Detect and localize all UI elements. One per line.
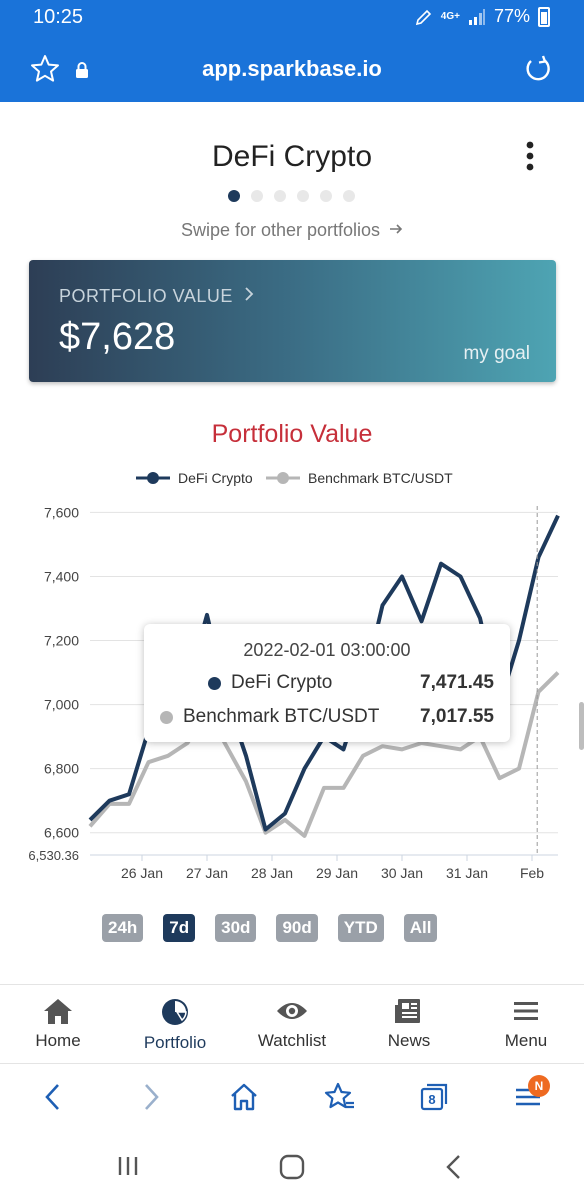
y-tick-label: 7,200 xyxy=(44,633,79,649)
x-tick-label: 26 Jan xyxy=(121,865,163,881)
tooltip-name-defi: DeFi Crypto xyxy=(231,672,333,693)
battery-icon xyxy=(538,6,550,27)
x-tick-label: 31 Jan xyxy=(446,865,488,881)
bottom-navigation: Home Portfolio Watchlist News Menu xyxy=(0,984,584,1064)
portfolio-value-label[interactable]: PORTFOLIO VALUE xyxy=(59,286,254,307)
chart-tooltip: 2022-02-01 03:00:00 DeFi Crypto 7,471.45… xyxy=(144,624,510,742)
legend-label[interactable]: Benchmark BTC/USDT xyxy=(308,470,453,486)
x-tick-label: 30 Jan xyxy=(381,865,423,881)
pager-dot[interactable] xyxy=(274,190,286,202)
tooltip-bullet-benchmark xyxy=(160,710,173,724)
portfolio-value: $7,628 xyxy=(59,316,176,358)
pie-chart-icon xyxy=(162,999,188,1025)
swipe-hint: Swipe for other portfolios xyxy=(0,220,584,241)
battery-percent: 77% xyxy=(493,6,530,26)
nav-news-label: News xyxy=(387,1031,431,1050)
arrow-right-icon xyxy=(390,224,403,234)
tabs-icon[interactable]: 8 xyxy=(418,1081,450,1113)
android-back-icon[interactable] xyxy=(444,1154,464,1180)
android-home-icon[interactable] xyxy=(279,1154,305,1180)
lock-icon xyxy=(76,62,88,78)
range-button-all[interactable]: All xyxy=(403,914,438,942)
tooltip-row-benchmark: Benchmark BTC/USDT 7,017.55 xyxy=(160,706,494,728)
nav-watchlist[interactable]: Watchlist xyxy=(234,997,350,1051)
tooltip-row-defi: DeFi Crypto 7,471.45 xyxy=(160,672,494,694)
legend-marker xyxy=(147,472,159,484)
y-tick-label-min: 6,530.36 xyxy=(28,848,79,863)
nav-menu-label: Menu xyxy=(504,1031,548,1050)
browser-top-bar: 10:25 4G+ 77% app.sparkbase.io xyxy=(0,0,584,102)
x-tick-label: 28 Jan xyxy=(251,865,293,881)
browser-home-icon[interactable] xyxy=(228,1081,260,1113)
chevron-right-icon xyxy=(245,287,254,301)
pen-icon xyxy=(415,9,431,25)
back-icon[interactable] xyxy=(38,1081,70,1113)
y-tick-label: 6,600 xyxy=(44,825,79,841)
range-button-ytd[interactable]: YTD xyxy=(337,914,384,942)
x-tick-label: 27 Jan xyxy=(186,865,228,881)
y-tick-label: 6,800 xyxy=(44,761,79,777)
nav-portfolio[interactable]: Portfolio xyxy=(117,997,233,1053)
url-bar[interactable]: app.sparkbase.io xyxy=(0,44,584,96)
legend-marker xyxy=(277,472,289,484)
x-tick-label: 29 Jan xyxy=(316,865,358,881)
browser-toolbar: 8 xyxy=(0,1065,584,1131)
tooltip-bullet-defi xyxy=(208,676,221,690)
nav-home-label: Home xyxy=(35,1031,81,1050)
chart-title: Portfolio Value xyxy=(211,420,373,448)
notification-badge: N xyxy=(528,1075,550,1097)
tooltip-value-defi: 7,471.45 xyxy=(420,672,494,693)
nav-menu[interactable]: Menu xyxy=(468,997,584,1051)
signal-icon xyxy=(468,8,485,25)
x-tick-label: Feb xyxy=(520,865,544,881)
nav-watchlist-label: Watchlist xyxy=(257,1031,327,1050)
nav-home[interactable]: Home xyxy=(0,997,116,1051)
bookmarks-icon[interactable] xyxy=(324,1081,356,1113)
y-tick-label: 7,000 xyxy=(44,697,79,713)
y-tick-label: 7,600 xyxy=(44,504,79,520)
bookmark-star-icon[interactable] xyxy=(30,54,60,84)
portfolio-pager[interactable] xyxy=(228,190,355,202)
scrollbar[interactable] xyxy=(579,702,584,750)
y-tick-label: 7,400 xyxy=(44,568,79,584)
pager-dot[interactable] xyxy=(297,190,309,202)
my-goal-link[interactable]: my goal xyxy=(463,343,530,364)
newspaper-icon xyxy=(395,999,420,1023)
forward-icon[interactable] xyxy=(134,1081,166,1113)
tooltip-date: 2022-02-01 03:00:00 xyxy=(243,640,411,660)
range-button-90d[interactable]: 90d xyxy=(276,914,318,942)
legend-label[interactable]: DeFi Crypto xyxy=(178,470,253,486)
nav-news[interactable]: News xyxy=(351,997,467,1051)
recent-apps-icon[interactable] xyxy=(116,1155,140,1177)
android-navigation-bar xyxy=(0,1131,584,1200)
hamburger-icon xyxy=(514,1002,538,1020)
status-time: 10:25 xyxy=(33,6,84,28)
range-button-30d[interactable]: 30d xyxy=(215,914,257,942)
portfolio-title: DeFi Crypto xyxy=(211,140,373,173)
system-icons: 4G+ 77% xyxy=(415,6,550,27)
time-range-selector: 24h 7d 30d 90d YTD All xyxy=(102,914,438,942)
status-bar: 10:25 4G+ 77% xyxy=(0,0,584,36)
swipe-hint-text: Swipe for other portfolios xyxy=(180,220,381,240)
range-button-24h[interactable]: 24h xyxy=(102,914,144,942)
nav-portfolio-label: Portfolio xyxy=(143,1033,207,1052)
pager-dot[interactable] xyxy=(251,190,263,202)
pager-dot[interactable] xyxy=(343,190,355,202)
tooltip-value-benchmark: 7,017.55 xyxy=(420,706,494,727)
home-icon xyxy=(44,999,72,1024)
portfolio-value-card[interactable]: PORTFOLIO VALUE $7,628 my goal xyxy=(29,260,556,382)
tooltip-name-benchmark: Benchmark BTC/USDT xyxy=(183,706,380,727)
eye-icon xyxy=(277,1003,307,1019)
range-button-7d[interactable]: 7d xyxy=(163,914,196,942)
more-options-icon[interactable] xyxy=(522,140,538,174)
tab-count: 8 xyxy=(428,1092,435,1107)
url-text[interactable]: app.sparkbase.io xyxy=(202,56,382,81)
pager-dot[interactable] xyxy=(320,190,332,202)
pager-dot[interactable] xyxy=(228,190,240,202)
reload-icon[interactable] xyxy=(524,54,552,84)
portfolio-value-label-text: PORTFOLIO VALUE xyxy=(59,286,233,306)
network-type: 4G+ xyxy=(440,11,460,22)
